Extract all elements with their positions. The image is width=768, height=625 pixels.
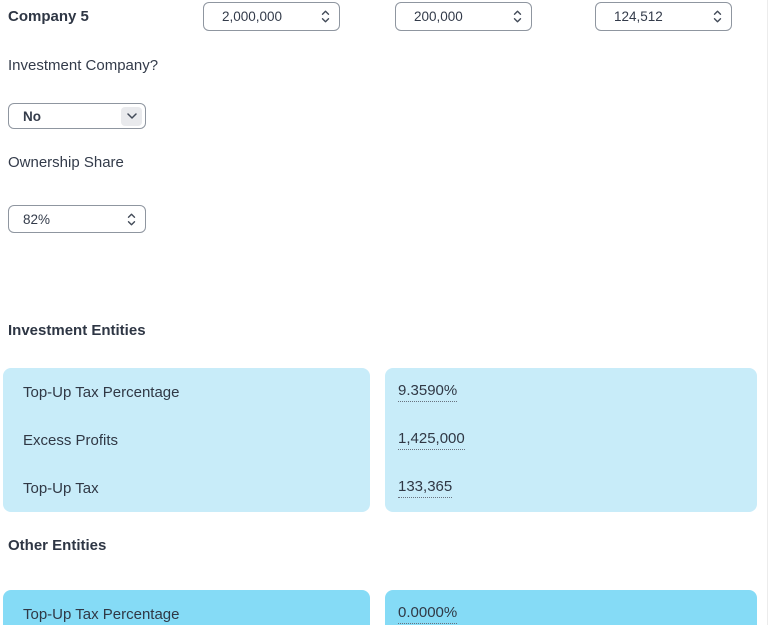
stepper-up-down-icon[interactable] — [314, 10, 336, 23]
investment-entities-value-column: 9.3590% 1,425,000 133,365 — [385, 368, 757, 512]
chevron-down-icon[interactable] — [121, 106, 142, 126]
cell-value[interactable]: 133,365 — [398, 478, 453, 498]
company-number-input-2-field[interactable] — [396, 9, 506, 24]
table-row-label: Excess Profits — [23, 431, 119, 449]
investment-company-selected-value: No — [23, 108, 41, 124]
company-number-input-1-field[interactable] — [204, 9, 314, 24]
table-row-label: Top-Up Tax — [23, 479, 99, 497]
stepper-up-down-icon[interactable] — [506, 10, 528, 23]
table-row-value: 9.3590% — [385, 368, 757, 416]
stepper-up-down-icon[interactable] — [706, 10, 728, 23]
other-entities-label-column: Top-Up Tax Percentage — [3, 590, 370, 625]
cell-value[interactable]: 0.0000% — [398, 604, 458, 624]
table-row-label: Top-Up Tax Percentage — [23, 383, 180, 401]
investment-company-select[interactable]: No — [8, 103, 146, 129]
table-row-value: 0.0000% — [385, 590, 757, 625]
table-row-value: 1,425,000 — [385, 416, 757, 464]
ownership-share-input[interactable] — [8, 205, 146, 233]
company-number-input-3-field[interactable] — [596, 9, 706, 24]
company-number-input-2[interactable] — [395, 2, 532, 31]
company-number-input-1[interactable] — [203, 2, 340, 31]
ownership-share-label: Ownership Share — [8, 154, 124, 171]
table-row-label: Top-Up Tax Percentage — [23, 605, 180, 623]
cell-value[interactable]: 1,425,000 — [398, 430, 465, 450]
section-heading-investment-entities: Investment Entities — [8, 322, 146, 339]
company-number-input-3[interactable] — [595, 2, 732, 31]
cell-value[interactable]: 9.3590% — [398, 382, 458, 402]
investment-entities-label-column: Top-Up Tax Percentage Excess Profits Top… — [3, 368, 370, 512]
other-entities-value-column: 0.0000% — [385, 590, 757, 625]
company-name-label: Company 5 — [8, 8, 89, 25]
stepper-up-down-icon[interactable] — [120, 213, 142, 226]
section-heading-other-entities: Other Entities — [8, 537, 107, 554]
table-row-value: 133,365 — [385, 464, 757, 512]
ownership-share-input-field[interactable] — [9, 211, 120, 227]
investment-company-label: Investment Company? — [8, 57, 159, 74]
